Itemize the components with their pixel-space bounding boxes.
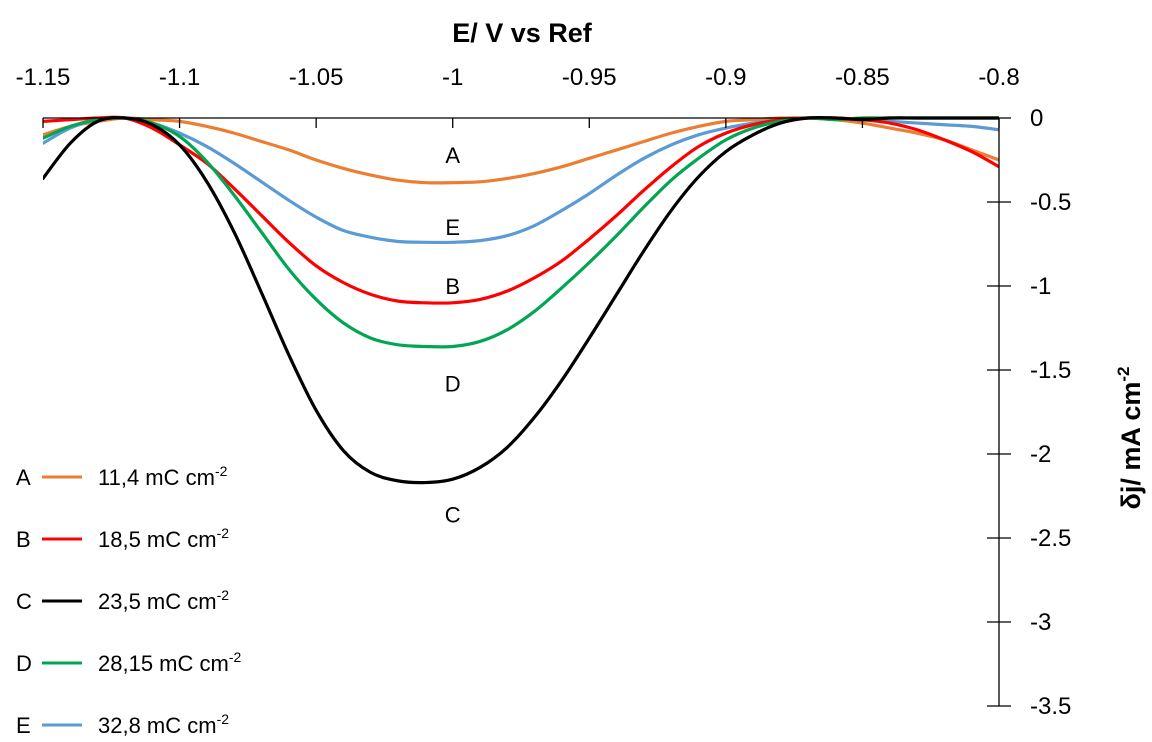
curve-annotations: A E B D C	[445, 143, 461, 528]
legend-label-sup: -2	[217, 711, 230, 727]
x-tick-label: -0.9	[705, 64, 746, 91]
y-tick-label: -0.5	[1030, 189, 1071, 216]
y-tick-label: -3.5	[1030, 693, 1071, 720]
x-tick-label: -1.15	[16, 64, 71, 91]
legend-letter: C	[16, 589, 32, 614]
x-tick-label: -0.85	[835, 64, 890, 91]
series-line-e	[43, 116, 999, 245]
legend-item-d: D 28,15 mC cm-2	[16, 649, 241, 676]
legend: A 11,4 mC cm-2B 18,5 mC cm-2C 23,5 mC cm-2D…	[16, 463, 241, 738]
y-tick-label: -2	[1030, 441, 1051, 468]
x-tick-label: -1.1	[159, 64, 200, 91]
legend-label-main: 18,5 mC cm	[98, 527, 217, 552]
x-tick-label: -0.8	[978, 64, 1019, 91]
legend-label-main: 23,5 mC cm	[98, 589, 217, 614]
x-tick-label: -1	[442, 64, 463, 91]
legend-letter: A	[16, 465, 31, 490]
legend-letter: D	[16, 651, 32, 676]
legend-item-a: A 11,4 mC cm-2	[16, 463, 228, 490]
y-tick-label: -2.5	[1030, 525, 1071, 552]
legend-label-sup: -2	[217, 525, 230, 541]
legend-label-main: 11,4 mC cm	[98, 465, 215, 490]
annotation-e: E	[445, 215, 460, 240]
y-tick-label: 0	[1030, 105, 1043, 132]
legend-letter: E	[16, 713, 31, 738]
series-line-b	[43, 115, 999, 305]
legend-label: 32,8 mC cm-2	[98, 711, 229, 738]
annotation-d: D	[445, 371, 461, 396]
annotation-c: C	[445, 502, 461, 527]
x-axis-title: E/ V vs Ref	[452, 18, 593, 48]
legend-label-main: 28,15 mC cm	[98, 651, 229, 676]
y-axis-title: δj/ mA cm-2	[1114, 366, 1146, 509]
annotation-a: A	[445, 143, 460, 168]
series-line-c	[43, 115, 999, 485]
legend-label: 23,5 mC cm-2	[98, 587, 229, 614]
y-tick-label: -1.5	[1030, 357, 1071, 384]
x-tick-label: -1.05	[289, 64, 344, 91]
legend-label-sup: -2	[215, 463, 228, 479]
y-tick-label: -1	[1030, 273, 1051, 300]
legend-label-sup: -2	[229, 649, 242, 665]
plot-area	[43, 115, 999, 485]
legend-label-sup: -2	[217, 587, 230, 603]
legend-label-main: 32,8 mC cm	[98, 713, 217, 738]
legend-letter: B	[16, 527, 31, 552]
legend-item-e: E 32,8 mC cm-2	[16, 711, 229, 738]
y-axis-title-sup: -2	[1114, 366, 1133, 381]
axes: -1.15 -1.1 -1.05 -1 -0.95 -0.9 -0.85 -0.8 0 -0.5 -…	[16, 64, 1072, 720]
legend-item-c: C 23,5 mC cm-2	[16, 587, 229, 614]
y-tick-label: -3	[1030, 609, 1051, 636]
legend-label: 28,15 mC cm-2	[98, 649, 241, 676]
legend-label: 18,5 mC cm-2	[98, 525, 229, 552]
y-axis-title-main: δj/ mA cm	[1116, 382, 1146, 510]
legend-label: 11,4 mC cm-2	[98, 463, 228, 490]
x-tick-label: -0.95	[562, 64, 617, 91]
legend-item-b: B 18,5 mC cm-2	[16, 525, 229, 552]
annotation-b: B	[445, 274, 460, 299]
